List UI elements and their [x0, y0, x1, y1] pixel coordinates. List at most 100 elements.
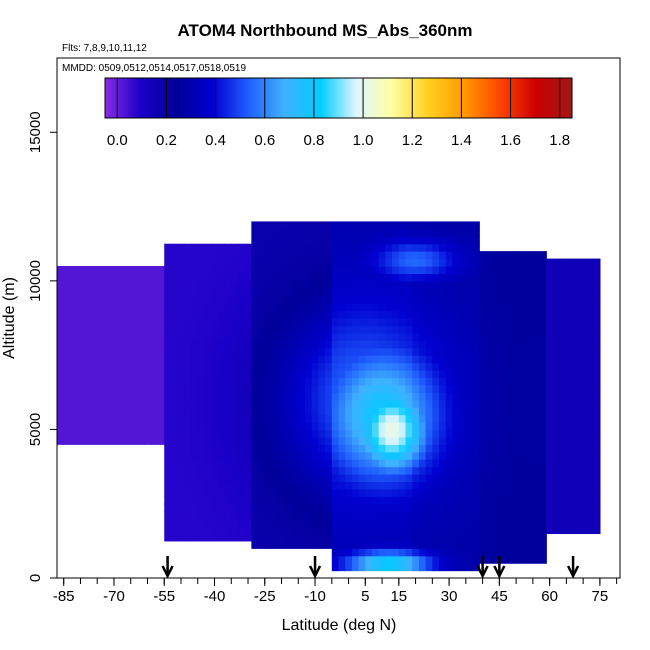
heatmap-cell	[237, 310, 246, 319]
heatmap-cell	[579, 392, 588, 401]
heatmap-cell	[318, 318, 326, 327]
heatmap-cell	[539, 273, 547, 282]
heatmap-cell	[311, 370, 319, 379]
heatmap-cell	[439, 414, 447, 423]
heatmap-cell	[539, 362, 547, 371]
heatmap-cell	[586, 511, 594, 520]
heatmap-cell	[244, 481, 252, 490]
heatmap-cell	[204, 370, 212, 379]
heatmap-cell	[177, 377, 185, 386]
heatmap-cell	[311, 318, 319, 327]
heatmap-cell	[137, 377, 145, 386]
heatmap-cell	[398, 540, 407, 549]
heatmap-cell	[365, 555, 373, 564]
heatmap-cell	[184, 251, 192, 260]
heatmap-cell	[479, 533, 487, 542]
heatmap-cell	[485, 362, 494, 371]
heatmap-cell	[264, 429, 273, 438]
heatmap-cell	[459, 444, 467, 453]
heatmap-cell	[311, 303, 319, 312]
heatmap-cell	[579, 384, 588, 393]
heatmap-cell	[204, 355, 212, 364]
heatmap-cell	[358, 392, 366, 401]
heatmap-cell	[465, 347, 474, 356]
heatmap-cell	[284, 295, 293, 304]
heatmap-cell	[345, 503, 353, 512]
heatmap-cell	[164, 526, 172, 535]
heatmap-cell	[499, 511, 507, 520]
heatmap-cell	[566, 481, 574, 490]
heatmap-cell	[559, 392, 567, 401]
heatmap-cell	[586, 496, 594, 505]
heatmap-cell	[539, 288, 547, 297]
heatmap-cell	[418, 526, 427, 535]
heatmap-cell	[311, 251, 319, 260]
heatmap-cell	[526, 392, 534, 401]
heatmap-cell	[177, 258, 185, 267]
heatmap-cell	[124, 399, 132, 408]
heatmap-cell	[398, 474, 407, 483]
heatmap-cell	[378, 511, 387, 520]
heatmap-cell	[137, 318, 145, 327]
heatmap-cell	[351, 347, 360, 356]
heatmap-cell	[499, 355, 507, 364]
heatmap-cell	[546, 295, 554, 304]
heatmap-cell	[358, 355, 366, 364]
heatmap-cell	[566, 414, 574, 423]
heatmap-cell	[405, 310, 413, 319]
heatmap-cell	[452, 273, 460, 282]
heatmap-cell	[358, 526, 366, 535]
heatmap-cell	[351, 466, 360, 475]
heatmap-cell	[378, 481, 387, 490]
heatmap-cell	[425, 436, 433, 445]
heatmap-cell	[365, 280, 373, 289]
heatmap-cell	[284, 228, 293, 237]
heatmap-cell	[258, 340, 266, 349]
heatmap-cell	[338, 295, 346, 304]
heatmap-cell	[137, 325, 145, 334]
heatmap-cell	[325, 526, 333, 535]
heatmap-cell	[197, 355, 206, 364]
heatmap-cell	[479, 540, 487, 549]
heatmap-cell	[579, 496, 588, 505]
heatmap-cell	[264, 258, 273, 267]
heatmap-cell	[191, 318, 199, 327]
heatmap-cell	[97, 384, 105, 393]
heatmap-cell	[445, 392, 454, 401]
heatmap-cell	[258, 332, 266, 341]
heatmap-cell	[164, 481, 172, 490]
heatmap-cell	[110, 266, 118, 275]
heatmap-cell	[552, 526, 561, 535]
heatmap-cell	[217, 303, 226, 312]
heatmap-cell	[244, 392, 252, 401]
heatmap-cell	[331, 384, 340, 393]
heatmap-cell	[325, 340, 333, 349]
heatmap-cell	[244, 340, 252, 349]
heatmap-cell	[519, 318, 527, 327]
heatmap-cell	[512, 422, 521, 431]
heatmap-cell	[492, 481, 500, 490]
heatmap-cell	[97, 414, 105, 423]
heatmap-cell	[291, 481, 299, 490]
heatmap-cell	[110, 429, 118, 438]
heatmap-cell	[338, 303, 346, 312]
heatmap-cell	[284, 332, 293, 341]
heatmap-cell	[278, 459, 286, 468]
heatmap-cell	[512, 533, 521, 542]
heatmap-cell	[57, 377, 65, 386]
heatmap-cell	[237, 503, 246, 512]
heatmap-cell	[465, 273, 474, 282]
heatmap-cell	[197, 466, 206, 475]
heatmap-cell	[298, 503, 306, 512]
heatmap-cell	[372, 548, 380, 557]
heatmap-cell	[251, 407, 259, 416]
heatmap-cell	[445, 548, 454, 557]
heatmap-cell	[83, 340, 92, 349]
heatmap-cell	[385, 362, 393, 371]
heatmap-cell	[526, 548, 534, 557]
heatmap-cell	[331, 474, 340, 483]
heatmap-cell	[325, 332, 333, 341]
heatmap-cell	[432, 251, 440, 260]
heatmap-cell	[211, 258, 219, 267]
heatmap-cell	[284, 399, 293, 408]
